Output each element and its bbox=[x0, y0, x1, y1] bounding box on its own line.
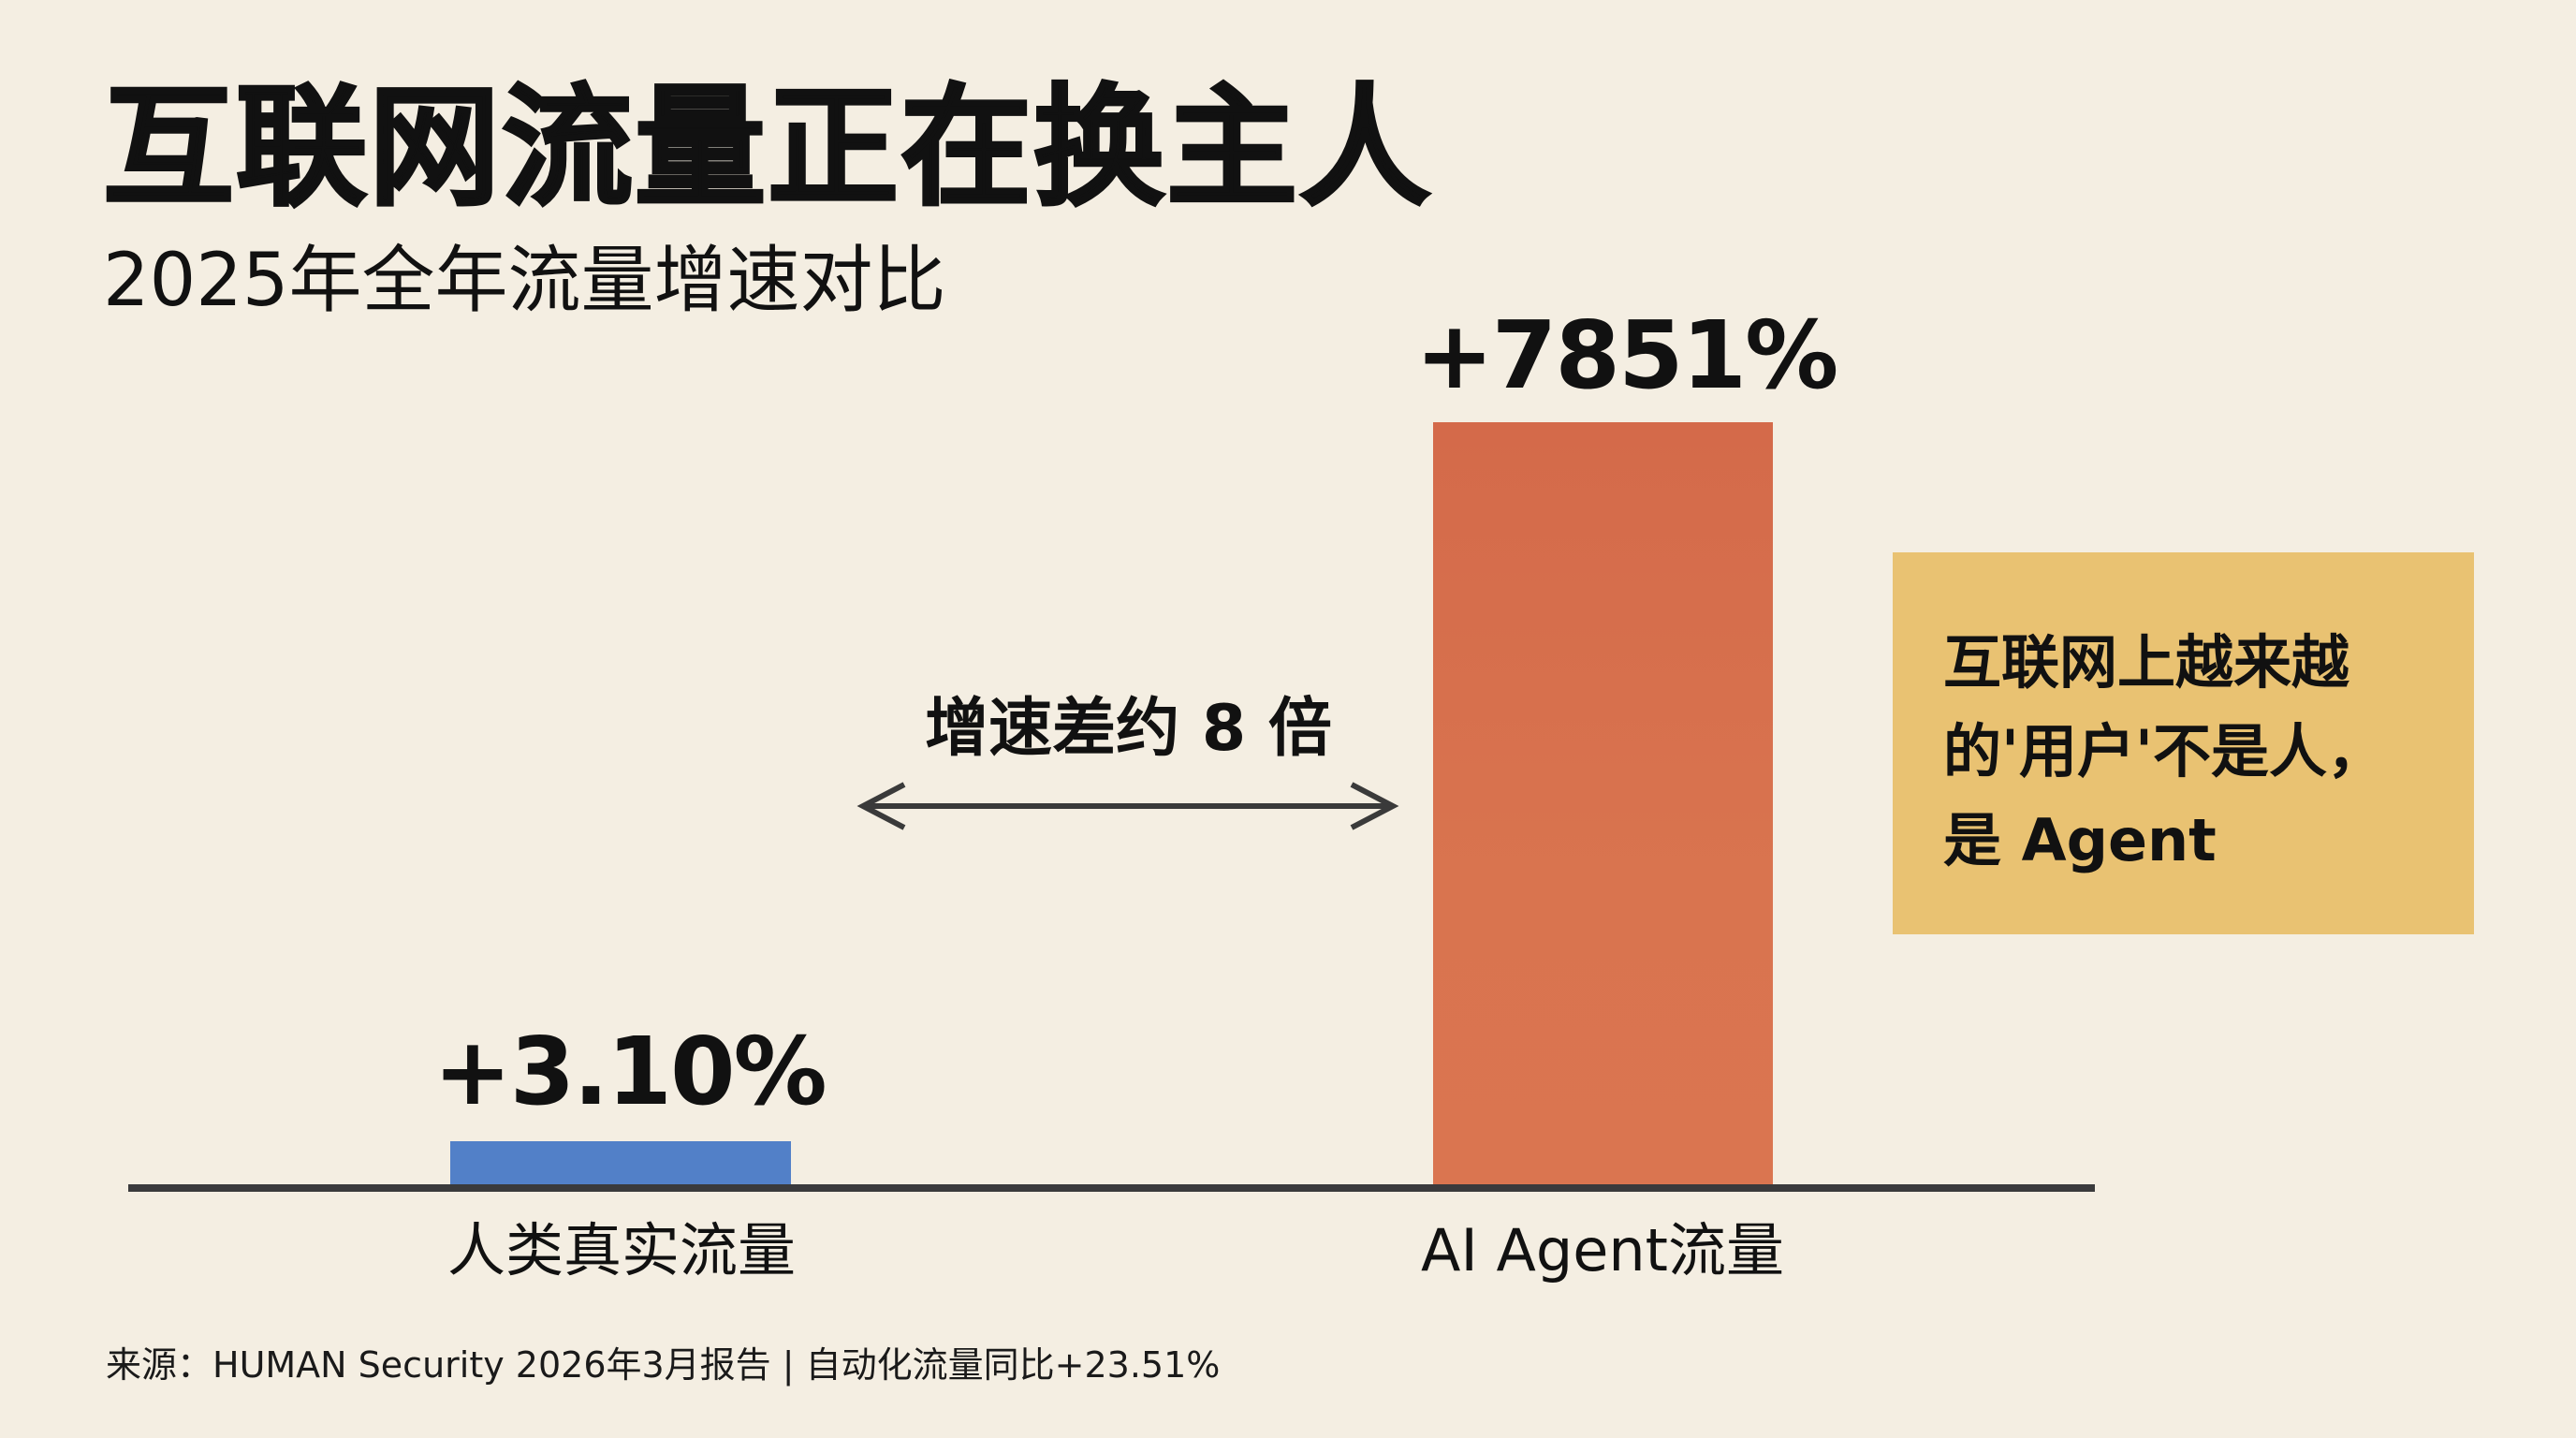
category-label-human: 人类真实流量 bbox=[446, 1216, 796, 1284]
callout-text: 互联网上越来越 的'用户'不是人， 是 Agent bbox=[1943, 628, 2385, 874]
category-label-agent: AI Agent流量 bbox=[1421, 1216, 1784, 1284]
source-footnote: 来源：HUMAN Security 2026年3月报告 | 自动化流量同比+23… bbox=[106, 1344, 1221, 1386]
growth-gap-label: 增速差约 8 倍 bbox=[925, 692, 1332, 766]
page-subtitle: 2025年全年流量增速对比 bbox=[103, 239, 946, 323]
callout-box: 互联网上越来越 的'用户'不是人， 是 Agent bbox=[1893, 552, 2474, 934]
human-value-label: +3.10% bbox=[433, 1017, 827, 1126]
double-arrow-icon bbox=[856, 782, 1399, 830]
agent-value-label: +7851% bbox=[1415, 301, 1838, 410]
human-traffic-bar bbox=[450, 1141, 791, 1185]
page-title: 互联网流量正在换主人 bbox=[101, 72, 1433, 226]
agent-traffic-bar bbox=[1433, 422, 1773, 1185]
x-axis-line bbox=[128, 1184, 2095, 1192]
